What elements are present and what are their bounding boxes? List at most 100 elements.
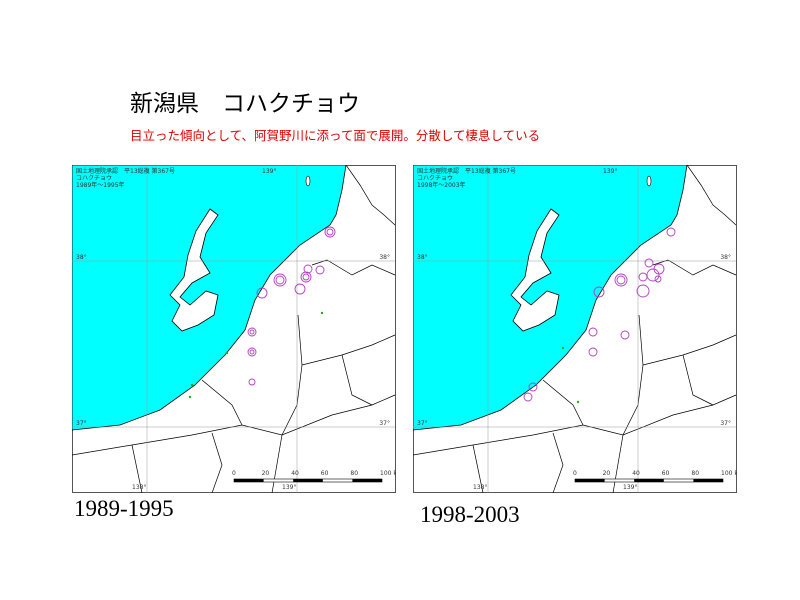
islet: [646, 175, 652, 187]
border: [552, 432, 564, 493]
swan-site: [249, 349, 255, 355]
grid-label: 38°: [379, 254, 390, 261]
border: [542, 379, 584, 426]
scale-label: 20: [262, 470, 270, 477]
grid-label: 138°: [473, 484, 487, 491]
swan-site: [315, 265, 325, 275]
map-caption: 1989-1995: [74, 496, 174, 521]
swan-site: [302, 273, 310, 281]
island: [510, 208, 560, 332]
swan-site: [294, 283, 306, 295]
border: [301, 334, 396, 366]
scale-bar-black: [634, 479, 664, 482]
swan-dot: [190, 383, 194, 387]
swan-site: [666, 227, 676, 237]
scale-label: 80: [350, 470, 358, 477]
swan-site: [636, 284, 650, 298]
swan-dot: [225, 351, 229, 355]
grid-label: 139°: [603, 168, 617, 175]
scale-bar-black: [293, 479, 323, 482]
border: [686, 165, 737, 226]
scale-label: 100 km: [380, 470, 396, 477]
grid-label: 37°: [720, 420, 731, 427]
swan-site: [256, 287, 268, 299]
border: [131, 444, 143, 493]
scale-label: 40: [291, 470, 299, 477]
swan-site: [593, 286, 605, 298]
scale-label: 100 km: [721, 470, 737, 477]
swan-site: [273, 273, 287, 287]
grid-label: 37°: [417, 420, 428, 427]
swan-site: [638, 272, 648, 282]
border: [211, 432, 223, 493]
border: [682, 354, 714, 406]
border: [345, 165, 396, 226]
grid-label: 38°: [417, 254, 428, 261]
border: [201, 379, 243, 426]
border: [652, 259, 737, 276]
swan-site: [247, 347, 257, 357]
swan-site: [654, 275, 662, 283]
border: [311, 259, 396, 276]
map-header: 国土地理院承認 平13総複 第367号: [417, 167, 516, 175]
scale-label: 20: [603, 470, 611, 477]
swan-dot: [188, 395, 192, 399]
swan-site: [247, 327, 257, 337]
islet: [305, 175, 311, 187]
swan-site: [249, 329, 255, 335]
grid-label: 37°: [76, 420, 87, 427]
scale-label: 60: [662, 470, 670, 477]
swan-site: [326, 228, 334, 236]
map-header: 1989年～1995年: [76, 181, 125, 189]
scale-label: 0: [232, 470, 236, 477]
scale-label: 60: [321, 470, 329, 477]
border: [341, 354, 373, 406]
slide-title: 新潟県 コハクチョウ: [130, 91, 360, 117]
swan-site: [324, 226, 336, 238]
swan-site: [300, 271, 312, 283]
swan-site: [588, 327, 598, 337]
swan-site: [528, 382, 538, 392]
scale-bar-black: [352, 479, 382, 482]
grid-label: 38°: [720, 254, 731, 261]
swan-site: [644, 258, 654, 268]
swan-site: [523, 392, 533, 402]
grid-label: 138°: [132, 484, 146, 491]
grid-label: 38°: [76, 254, 87, 261]
scale-label: 0: [573, 470, 577, 477]
map-header: 1998年～2003年: [417, 181, 466, 189]
swan-dot: [320, 311, 324, 315]
grid-label: 37°: [379, 420, 390, 427]
swan-site: [248, 378, 256, 386]
swan-dot: [561, 346, 565, 350]
map-header: コハクチョウ: [76, 174, 112, 182]
grid-label: 139°: [262, 168, 276, 175]
border: [642, 334, 737, 366]
scale-bar-black: [575, 479, 605, 482]
island: [169, 208, 219, 332]
border: [472, 444, 484, 493]
scale-label: 80: [691, 470, 699, 477]
map-caption: 1998-2003: [420, 502, 520, 527]
border: [72, 394, 396, 456]
slide-subtitle: 目立った傾向として、阿賀野川に添って面で展開。分散して棲息している: [130, 128, 541, 143]
swan-site: [620, 330, 630, 340]
scale-bar-black: [234, 479, 264, 482]
swan-site: [616, 275, 626, 285]
grid-label: 139°: [282, 484, 296, 491]
swan-site: [588, 347, 598, 357]
swan-site: [303, 264, 313, 274]
scale-bar-black: [693, 479, 723, 482]
swan-site: [646, 268, 660, 282]
map-header: 国土地理院承認 平13総複 第367号: [76, 167, 175, 175]
swan-site: [614, 273, 628, 287]
grid-label: 139°: [623, 484, 637, 491]
swan-site: [275, 275, 285, 285]
border: [413, 394, 737, 456]
scale-label: 40: [632, 470, 640, 477]
swan-dot: [576, 400, 580, 404]
map-header: コハクチョウ: [417, 174, 453, 182]
